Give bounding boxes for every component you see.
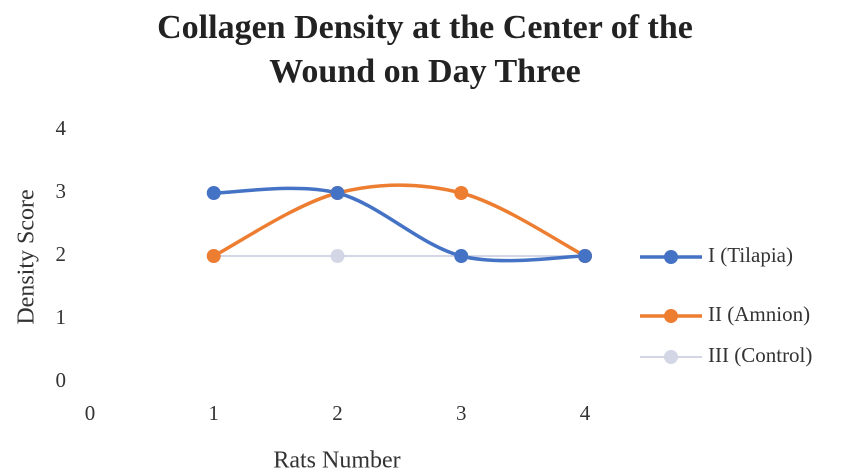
y-tick-label: 3 bbox=[56, 179, 67, 203]
legend-marker bbox=[664, 350, 678, 364]
point bbox=[206, 249, 221, 263]
point bbox=[330, 186, 345, 200]
x-tick-label: 2 bbox=[332, 401, 343, 425]
y-tick-label: 4 bbox=[56, 116, 67, 140]
point bbox=[206, 186, 221, 200]
x-tick-label: 4 bbox=[580, 401, 591, 425]
point bbox=[330, 249, 345, 263]
series-line bbox=[212, 183, 586, 258]
y-tick-label: 2 bbox=[56, 242, 67, 266]
legend-marker bbox=[664, 309, 678, 323]
legend-label: III (Control) bbox=[708, 343, 812, 367]
point bbox=[578, 249, 592, 263]
x-tick-label: 0 bbox=[85, 401, 96, 425]
chart-title: Collagen Density at the Center of the Wo… bbox=[157, 9, 693, 90]
point bbox=[454, 186, 469, 200]
point bbox=[454, 249, 469, 263]
y-axis-label: Density Score bbox=[14, 189, 40, 324]
legend-label: II (Amnion) bbox=[708, 302, 810, 326]
series-line bbox=[213, 186, 586, 263]
x-tick-label: 1 bbox=[209, 401, 220, 425]
x-tick-label: 3 bbox=[456, 401, 467, 425]
legend-marker bbox=[664, 250, 678, 264]
y-tick-label: 0 bbox=[56, 368, 67, 392]
y-tick-label: 1 bbox=[56, 305, 67, 329]
x-axis-label: Rats Number bbox=[273, 448, 400, 474]
legend-label: I (Tilapia) bbox=[708, 243, 793, 267]
